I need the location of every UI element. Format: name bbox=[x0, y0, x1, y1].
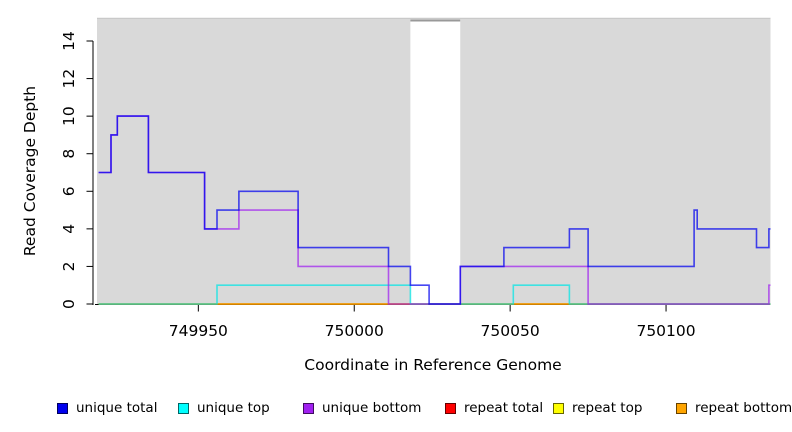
plot-background-right bbox=[460, 19, 771, 304]
x-tick-label: 749950 bbox=[169, 322, 228, 340]
legend-label: repeat top bbox=[572, 400, 643, 416]
legend-swatch-unique-total-icon bbox=[57, 402, 68, 414]
legend-swatch-unique-bottom-icon bbox=[303, 402, 314, 414]
legend-swatch-unique-top-icon bbox=[178, 402, 189, 414]
legend-item-unique-total: unique total bbox=[57, 398, 157, 418]
legend-label: unique bottom bbox=[322, 400, 422, 416]
series-line-unique-top bbox=[98, 284, 771, 305]
plot-background-left bbox=[97, 19, 411, 304]
legend-item-repeat-top: repeat top bbox=[553, 398, 642, 418]
y-tick-label: 10 bbox=[60, 106, 78, 126]
y-tick-label: 12 bbox=[60, 69, 78, 89]
y-tick-label: 4 bbox=[60, 224, 78, 234]
legend-label: unique top bbox=[197, 400, 270, 416]
legend-label: repeat total bbox=[464, 400, 544, 416]
y-tick-label: 0 bbox=[60, 299, 78, 309]
legend-swatch-repeat-total-icon bbox=[445, 402, 456, 414]
legend-item-unique-top: unique top bbox=[178, 398, 270, 418]
x-tick-label: 750050 bbox=[481, 322, 540, 340]
y-axis-title: Read Coverage Depth bbox=[21, 85, 39, 257]
x-tick-label: 750100 bbox=[636, 322, 695, 340]
legend-label: unique total bbox=[76, 400, 158, 416]
legend-swatch-repeat-bottom-icon bbox=[676, 402, 687, 414]
legend-item-repeat-total: repeat total bbox=[445, 398, 543, 418]
y-tick-label: 6 bbox=[60, 186, 78, 196]
legend-label: repeat bottom bbox=[695, 400, 792, 416]
legend-swatch-repeat-top-icon bbox=[553, 402, 564, 414]
series-line-unique-total bbox=[98, 115, 771, 305]
x-axis-title: Coordinate in Reference Genome bbox=[304, 356, 562, 374]
y-tick-label: 2 bbox=[60, 261, 78, 271]
y-tick-label: 14 bbox=[60, 31, 78, 51]
legend-item-repeat-bottom: repeat bottom bbox=[676, 398, 792, 418]
y-tick-label: 8 bbox=[60, 149, 78, 159]
x-tick-label: 750000 bbox=[325, 322, 384, 340]
legend-item-unique-bottom: unique bottom bbox=[303, 398, 421, 418]
